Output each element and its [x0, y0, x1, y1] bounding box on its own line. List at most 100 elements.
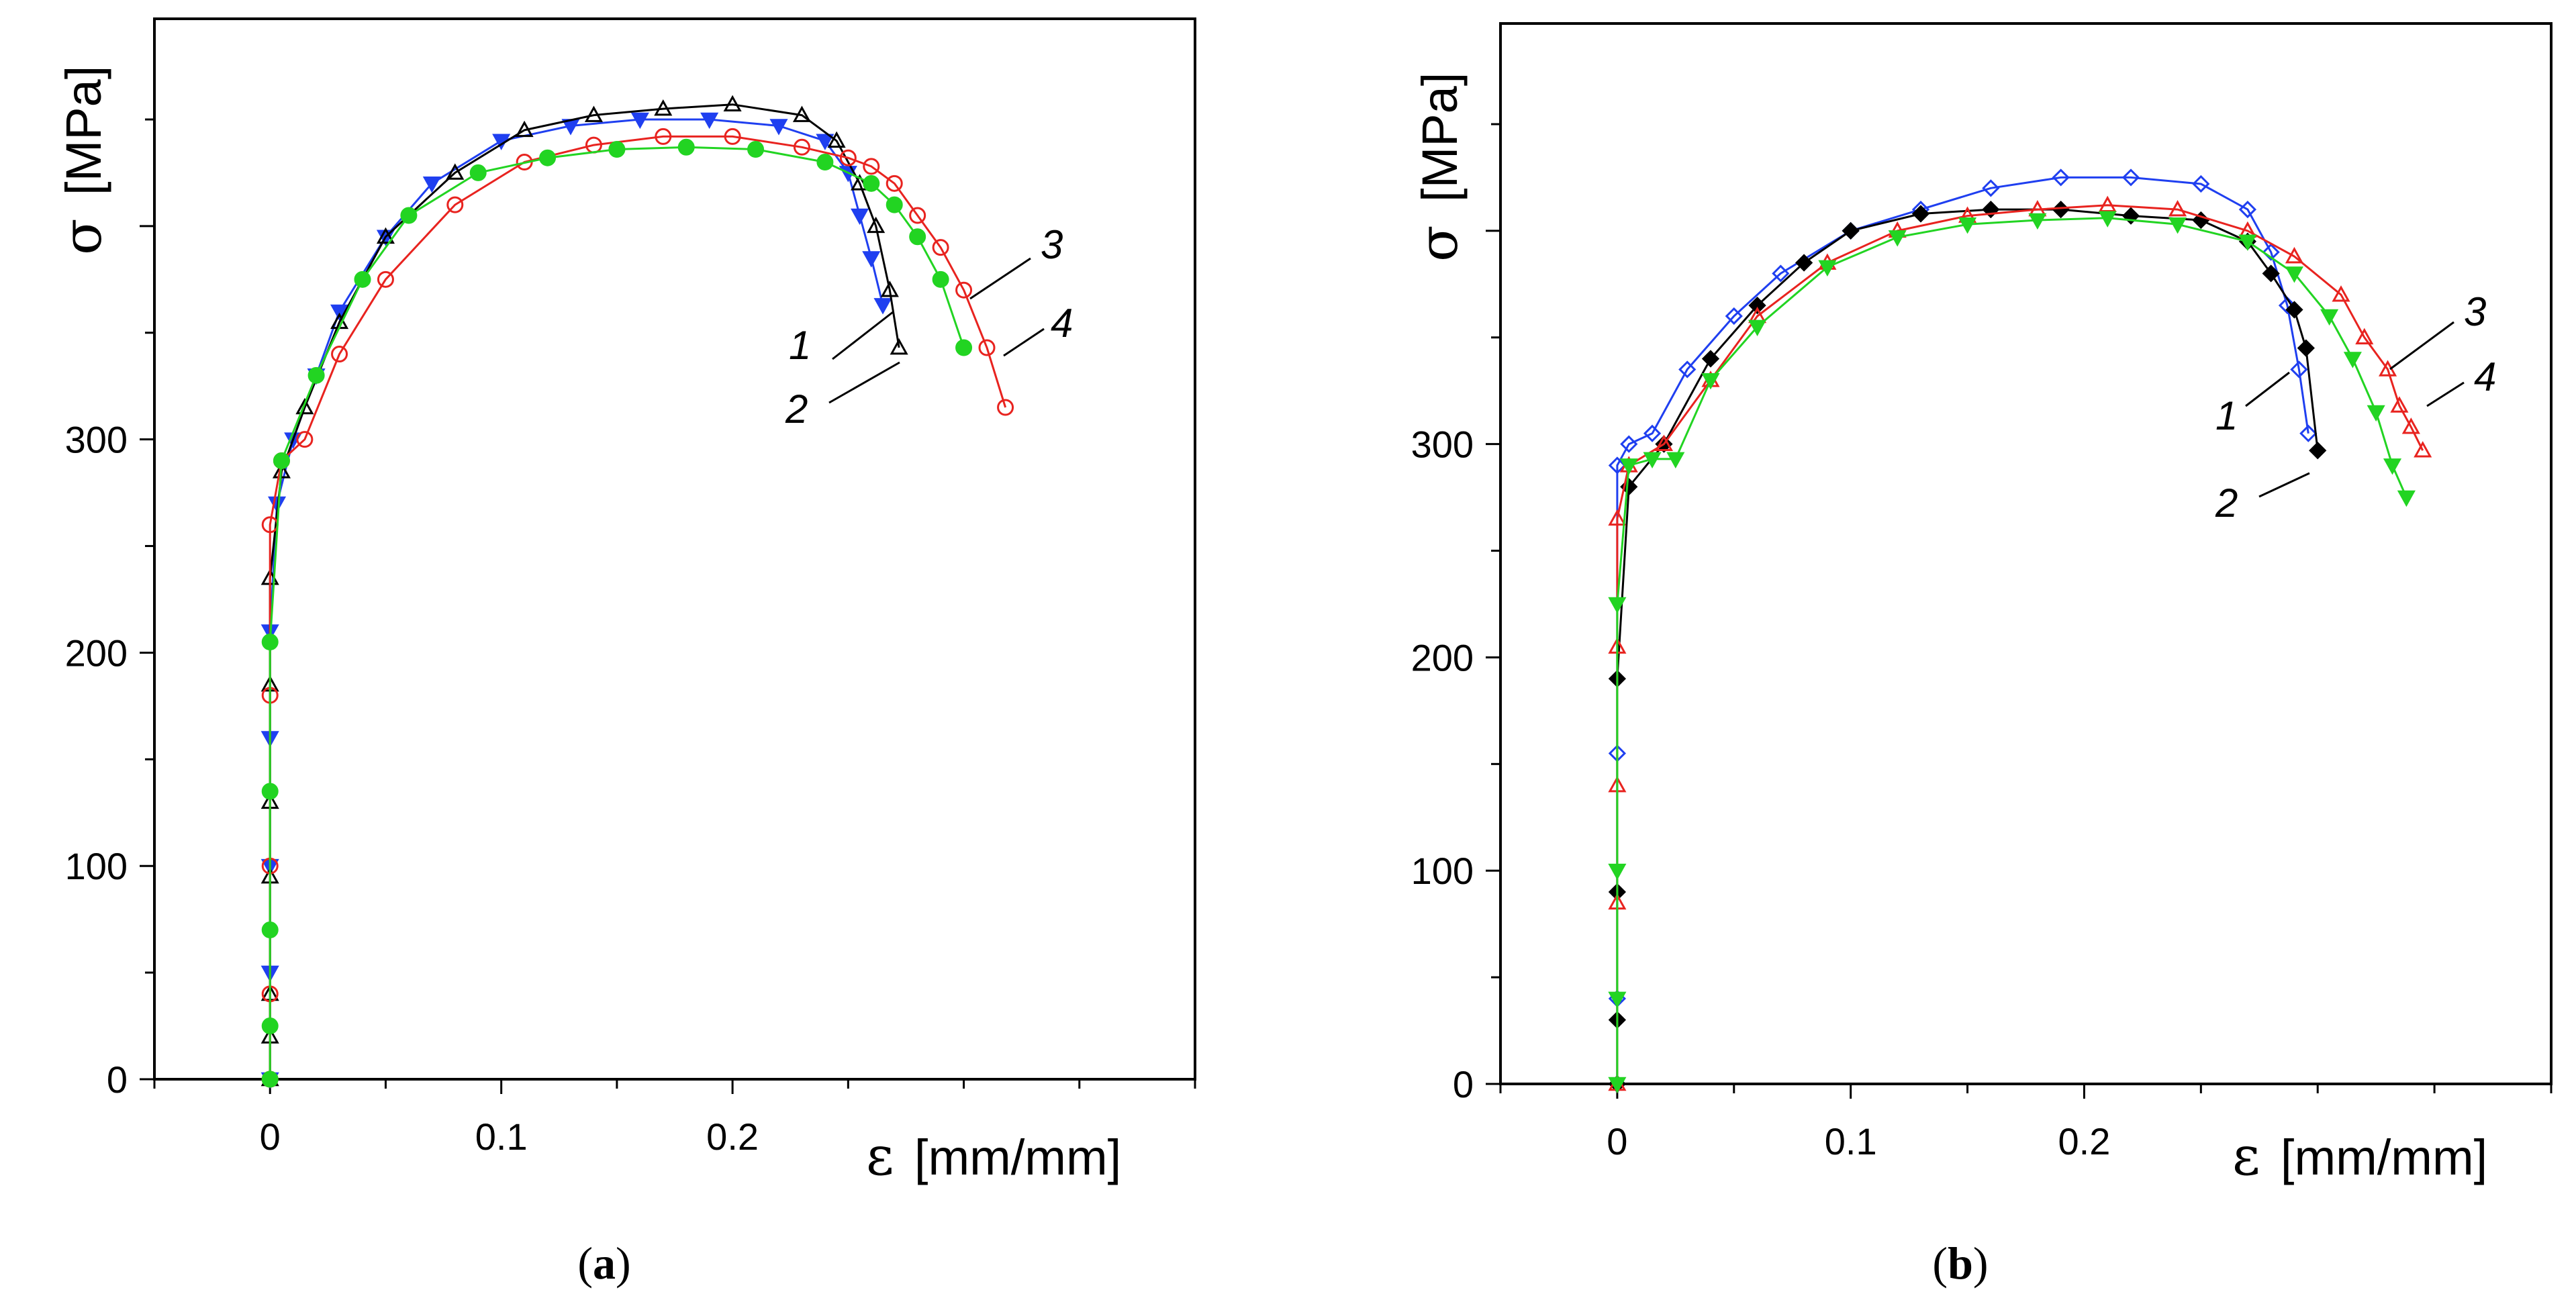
panel-b: 0 0.1 0.2 0 100 200 300 σ [MPa] ε [mm/mm… [1407, 22, 2553, 1289]
data-point [827, 131, 846, 148]
panel-a-leader-3 [969, 257, 1031, 300]
series-line [1616, 176, 2309, 1084]
data-point [2192, 175, 2210, 193]
panel-b-ytick-label: 200 [1411, 636, 1474, 679]
panel-b-caption-letter: b [1948, 1238, 1973, 1289]
panel-b-annotation-1: 1 [2215, 393, 2238, 438]
data-point [2297, 339, 2315, 357]
data-point [2168, 200, 2187, 217]
data-point [909, 228, 926, 246]
data-point [630, 112, 649, 130]
data-point [2401, 417, 2420, 434]
data-point [354, 270, 371, 288]
data-point [1620, 435, 1638, 453]
data-point [1748, 319, 1767, 336]
data-point [851, 208, 869, 226]
data-point [863, 158, 880, 175]
data-point [307, 366, 325, 384]
panel-a-ylabel-symbol: σ [51, 218, 113, 255]
data-point [747, 140, 765, 158]
data-point [2397, 490, 2416, 507]
panel-b-annotation-2: 2 [2215, 481, 2238, 526]
panel-a-caption-close: ) [616, 1238, 631, 1289]
panel-b-ytick-label: 100 [1411, 850, 1474, 892]
data-point [2414, 441, 2432, 458]
data-point [261, 1071, 279, 1088]
data-point [880, 281, 899, 297]
data-point [1888, 230, 1907, 247]
panel-b-annotation-3: 3 [2464, 289, 2486, 334]
data-point [677, 138, 695, 156]
data-point [1608, 456, 1627, 475]
panel-b-caption-close: ) [1973, 1238, 1989, 1289]
data-point [1666, 452, 1685, 468]
panel-b-leader-2 [2258, 472, 2310, 498]
data-point [862, 251, 881, 268]
panel-a-annotation-3: 3 [1041, 222, 1063, 267]
data-point [2299, 424, 2318, 442]
data-point [1725, 307, 1743, 326]
series-3 [261, 128, 1014, 1088]
panel-a-annotation-2: 2 [785, 387, 808, 432]
data-point [2052, 168, 2070, 187]
data-point [2285, 301, 2303, 319]
data-point [997, 399, 1014, 416]
data-point [1608, 1077, 1627, 1094]
data-point [1982, 179, 2000, 197]
series-line [269, 135, 1007, 1079]
data-point [890, 338, 908, 355]
series-line [1616, 208, 2319, 1084]
panel-b-annotation-4: 4 [2474, 354, 2496, 399]
data-point [1654, 434, 1673, 451]
data-point [932, 239, 949, 256]
panel-a-leader-4 [1003, 328, 1045, 357]
panel-a-series [260, 95, 1014, 1089]
data-point [2290, 360, 2308, 379]
panel-b-series [1608, 168, 2432, 1094]
panel-a-x-axis-title: ε [mm/mm] [866, 1125, 1121, 1187]
data-point [446, 163, 465, 180]
panel-a-xtick-label: 0.1 [475, 1115, 528, 1158]
panel-b-x-axis-title: ε [mm/mm] [2232, 1125, 2487, 1187]
data-point [2355, 328, 2374, 345]
data-point [769, 119, 788, 136]
panel-a-xtick-label: 0.2 [706, 1115, 759, 1158]
panel-a-annotation-1: 1 [789, 323, 811, 368]
panel-a-xlabel-unit: [mm/mm] [914, 1130, 1121, 1185]
data-point [2028, 213, 2047, 230]
panel-a-xlabel-symbol: ε [866, 1125, 894, 1187]
data-point [330, 304, 349, 321]
panel-b-xtick-label: 0.2 [2058, 1120, 2111, 1162]
panel-b-xtick-label: 0.1 [1825, 1120, 1877, 1162]
panel-a-ytick-label: 200 [65, 632, 128, 674]
data-point [978, 339, 996, 356]
panel-a-caption-letter: a [593, 1238, 616, 1289]
data-point [469, 164, 487, 181]
panel-a-leader-2 [828, 361, 900, 404]
data-point [863, 175, 880, 192]
data-point [1772, 264, 1790, 283]
data-point [724, 128, 741, 145]
panel-a-caption: (a) [577, 1238, 630, 1289]
panel-a-ylabel-unit: [MPa] [56, 66, 111, 195]
data-point [2238, 200, 2257, 219]
panel-a-ytick-label: 0 [107, 1058, 128, 1101]
data-point [261, 1017, 279, 1035]
panel-b-caption: (b) [1932, 1238, 1988, 1289]
data-point [261, 783, 279, 800]
data-point [515, 120, 534, 138]
panel-b-leader-1 [2245, 371, 2290, 407]
data-point [700, 112, 719, 130]
panel-a-ytick-label: 300 [65, 419, 128, 461]
data-point [1608, 509, 1627, 526]
panel-a-ticks [140, 118, 1196, 1094]
data-point [296, 431, 314, 448]
data-point [2367, 405, 2385, 422]
data-point [272, 462, 291, 479]
data-point [723, 95, 742, 112]
data-point [608, 140, 626, 158]
data-point [331, 346, 348, 363]
data-point [539, 149, 557, 166]
data-point [932, 270, 949, 288]
